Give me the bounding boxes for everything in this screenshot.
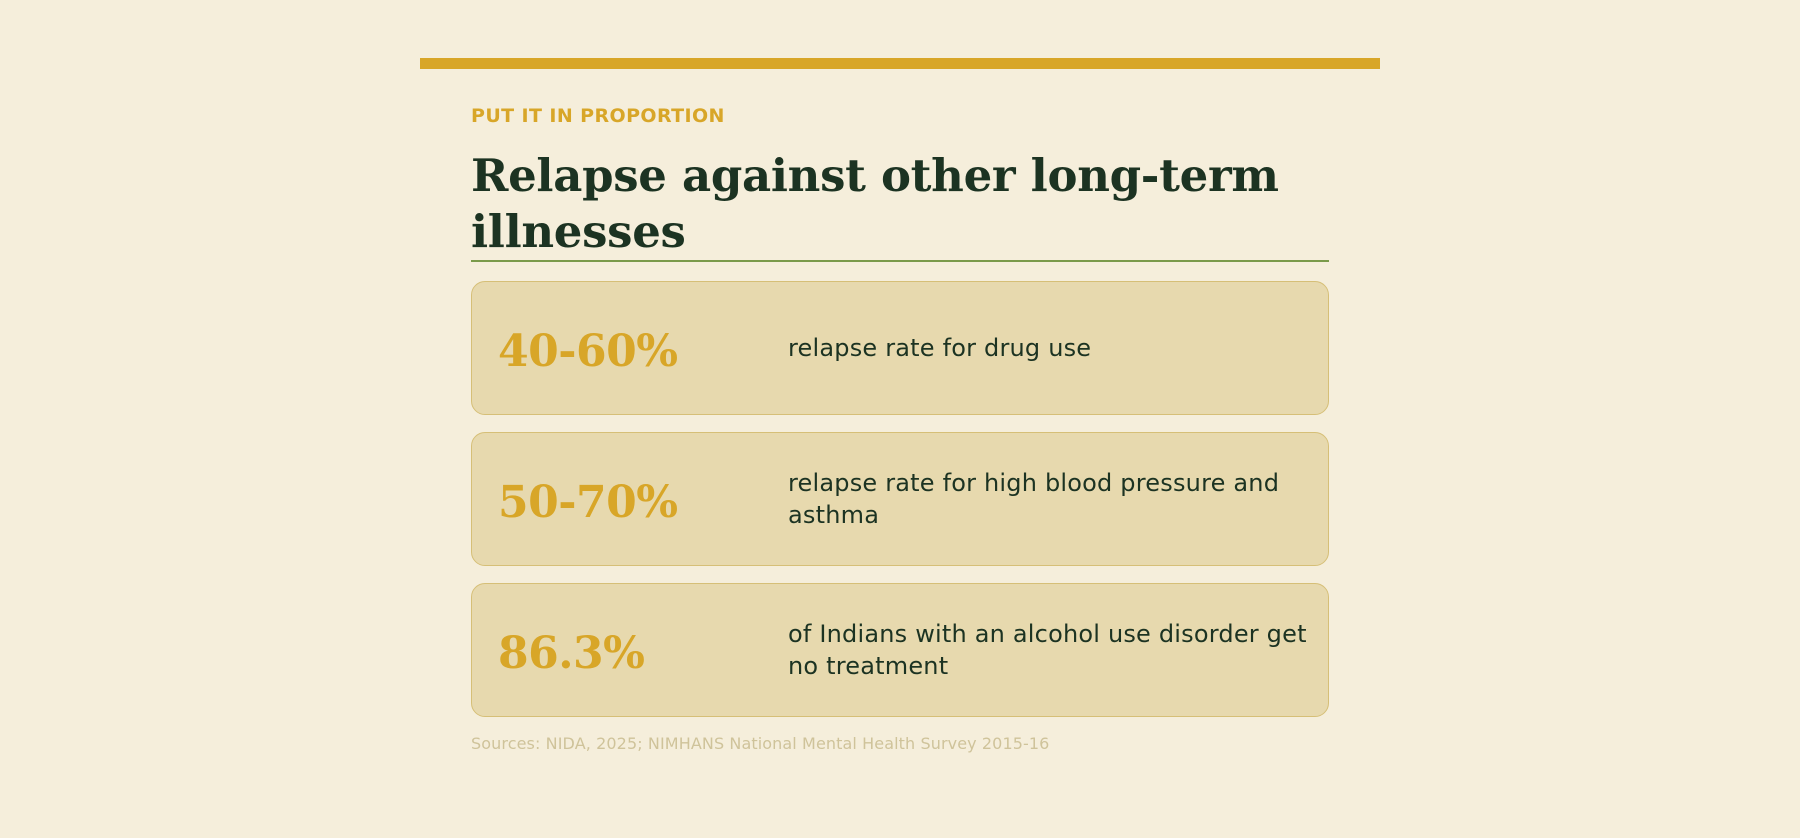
title-divider [471, 260, 1329, 262]
stat-card-list: 40-60% relapse rate for drug use 50-70% … [471, 281, 1329, 717]
stat-card: 40-60% relapse rate for drug use [471, 281, 1329, 415]
stat-description: of Indians with an alcohol use disorder … [788, 620, 1307, 680]
stat-value: 86.3% [498, 627, 645, 679]
sources-note: Sources: NIDA, 2025; NIMHANS National Me… [471, 734, 1050, 753]
stat-value: 50-70% [498, 476, 678, 528]
stat-card: 50-70% relapse rate for high blood press… [471, 432, 1329, 566]
stat-card: 86.3% of Indians with an alcohol use dis… [471, 583, 1329, 717]
content-panel: PUT IT IN PROPORTION Relapse against oth… [471, 100, 1329, 753]
stat-description: relapse rate for high blood pressure and… [788, 469, 1280, 529]
page-title: Relapse against other long-term illnesse… [471, 149, 1279, 258]
accent-bar [420, 58, 1380, 69]
eyebrow-label: PUT IT IN PROPORTION [471, 105, 725, 127]
stat-description: relapse rate for drug use [788, 334, 1092, 362]
stat-value: 40-60% [498, 325, 678, 377]
